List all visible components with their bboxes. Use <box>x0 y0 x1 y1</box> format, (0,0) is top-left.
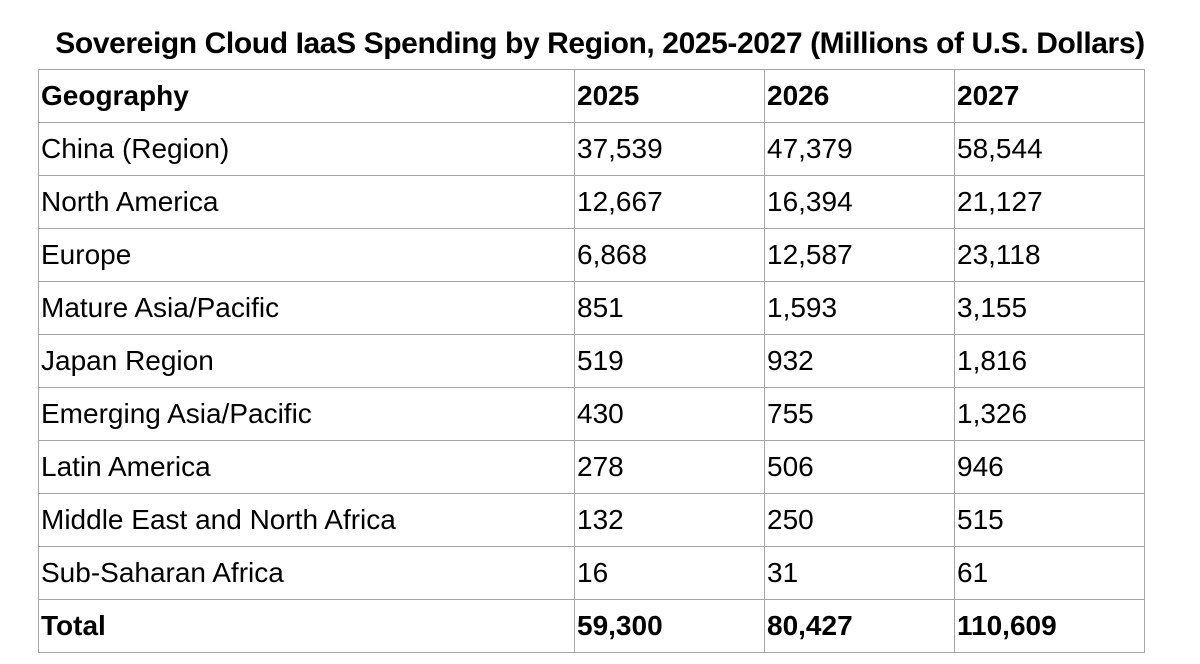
value-2026-cell: 12,587 <box>764 228 955 282</box>
table-row: Latin America 278 506 946 <box>38 440 1145 494</box>
value-2027-cell: 1,816 <box>954 334 1145 388</box>
header-2027: 2027 <box>954 69 1145 123</box>
value-2027-cell: 3,155 <box>954 281 1145 335</box>
value-2025-cell: 37,539 <box>574 122 765 176</box>
total-label: Total <box>38 599 575 653</box>
spending-table: Geography 2025 2026 2027 China (Region) … <box>38 69 1145 653</box>
region-cell: Middle East and North Africa <box>38 493 575 547</box>
value-2026-cell: 31 <box>764 546 955 600</box>
region-cell: North America <box>38 175 575 229</box>
table-row: Mature Asia/Pacific 851 1,593 3,155 <box>38 281 1145 335</box>
value-2025-cell: 278 <box>574 440 765 494</box>
value-2026-cell: 1,593 <box>764 281 955 335</box>
header-2026: 2026 <box>764 69 955 123</box>
value-2026-cell: 932 <box>764 334 955 388</box>
table-row: Middle East and North Africa 132 250 515 <box>38 493 1145 547</box>
value-2027-cell: 23,118 <box>954 228 1145 282</box>
header-2025: 2025 <box>574 69 765 123</box>
value-2026-cell: 16,394 <box>764 175 955 229</box>
region-cell: Mature Asia/Pacific <box>38 281 575 335</box>
region-cell: Europe <box>38 228 575 282</box>
header-geography: Geography <box>38 69 575 123</box>
value-2027-cell: 61 <box>954 546 1145 600</box>
table-title: Sovereign Cloud IaaS Spending by Region,… <box>55 27 1145 60</box>
region-cell: Sub-Saharan Africa <box>38 546 575 600</box>
value-2027-cell: 1,326 <box>954 387 1145 441</box>
header-row: Geography 2025 2026 2027 <box>38 69 1145 123</box>
region-cell: Emerging Asia/Pacific <box>38 387 575 441</box>
value-2025-cell: 6,868 <box>574 228 765 282</box>
value-2027-cell: 21,127 <box>954 175 1145 229</box>
value-2026-cell: 250 <box>764 493 955 547</box>
region-cell: China (Region) <box>38 122 575 176</box>
table-row: Emerging Asia/Pacific 430 755 1,326 <box>38 387 1145 441</box>
total-row: Total 59,300 80,427 110,609 <box>38 599 1145 653</box>
table-row: China (Region) 37,539 47,379 58,544 <box>38 122 1145 176</box>
total-2027-cell: 110,609 <box>954 599 1145 653</box>
value-2025-cell: 16 <box>574 546 765 600</box>
value-2025-cell: 12,667 <box>574 175 765 229</box>
table-row: Japan Region 519 932 1,816 <box>38 334 1145 388</box>
value-2027-cell: 58,544 <box>954 122 1145 176</box>
table-row: Sub-Saharan Africa 16 31 61 <box>38 546 1145 600</box>
table-row: Europe 6,868 12,587 23,118 <box>38 228 1145 282</box>
region-cell: Japan Region <box>38 334 575 388</box>
value-2026-cell: 47,379 <box>764 122 955 176</box>
value-2027-cell: 515 <box>954 493 1145 547</box>
table-row: North America 12,667 16,394 21,127 <box>38 175 1145 229</box>
value-2026-cell: 506 <box>764 440 955 494</box>
region-cell: Latin America <box>38 440 575 494</box>
value-2025-cell: 132 <box>574 493 765 547</box>
value-2025-cell: 430 <box>574 387 765 441</box>
value-2025-cell: 851 <box>574 281 765 335</box>
total-2026-cell: 80,427 <box>764 599 955 653</box>
value-2026-cell: 755 <box>764 387 955 441</box>
total-2025-cell: 59,300 <box>574 599 765 653</box>
value-2027-cell: 946 <box>954 440 1145 494</box>
value-2025-cell: 519 <box>574 334 765 388</box>
